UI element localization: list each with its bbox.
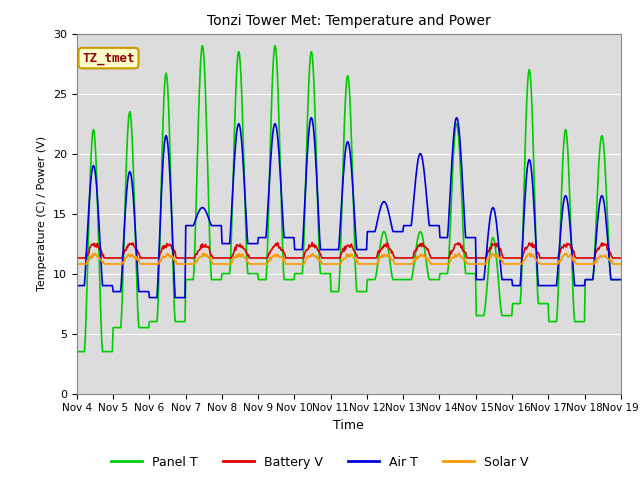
- Panel T: [198, 43, 206, 48]
- Text: TZ_tmet: TZ_tmet: [82, 51, 135, 65]
- Battery V: [73, 255, 81, 261]
- Air T: [223, 240, 231, 247]
- Air T: [139, 288, 147, 294]
- Solar V: [431, 261, 439, 267]
- Solar V: [617, 261, 625, 267]
- Panel T: [431, 276, 439, 282]
- Line: Battery V: Battery V: [77, 242, 621, 258]
- Solar V: [91, 251, 99, 256]
- Title: Tonzi Tower Met: Temperature and Power: Tonzi Tower Met: Temperature and Power: [207, 14, 491, 28]
- Air T: [83, 245, 90, 251]
- Battery V: [194, 248, 202, 254]
- Panel T: [223, 271, 231, 276]
- Air T: [73, 283, 81, 288]
- Air T: [307, 115, 315, 120]
- Line: Air T: Air T: [77, 118, 621, 298]
- Legend: Panel T, Battery V, Air T, Solar V: Panel T, Battery V, Air T, Solar V: [106, 451, 534, 474]
- Air T: [145, 295, 153, 300]
- X-axis label: Time: Time: [333, 419, 364, 432]
- Battery V: [431, 255, 439, 261]
- Air T: [195, 209, 202, 215]
- Panel T: [73, 348, 81, 354]
- Solar V: [73, 261, 81, 267]
- Solar V: [195, 255, 202, 261]
- Solar V: [416, 254, 424, 260]
- Panel T: [139, 324, 147, 330]
- Panel T: [194, 138, 202, 144]
- Y-axis label: Temperature (C) / Power (V): Temperature (C) / Power (V): [37, 136, 47, 291]
- Air T: [617, 276, 625, 282]
- Battery V: [416, 243, 424, 249]
- Battery V: [139, 255, 147, 261]
- Panel T: [617, 276, 625, 282]
- Solar V: [223, 261, 231, 267]
- Panel T: [83, 296, 90, 302]
- Battery V: [83, 250, 90, 256]
- Solar V: [83, 261, 90, 266]
- Line: Solar V: Solar V: [77, 253, 621, 264]
- Air T: [417, 151, 424, 156]
- Battery V: [308, 240, 316, 245]
- Battery V: [617, 255, 625, 261]
- Battery V: [223, 255, 230, 261]
- Solar V: [140, 261, 147, 267]
- Line: Panel T: Panel T: [77, 46, 621, 351]
- Panel T: [416, 229, 424, 235]
- Air T: [433, 223, 440, 228]
